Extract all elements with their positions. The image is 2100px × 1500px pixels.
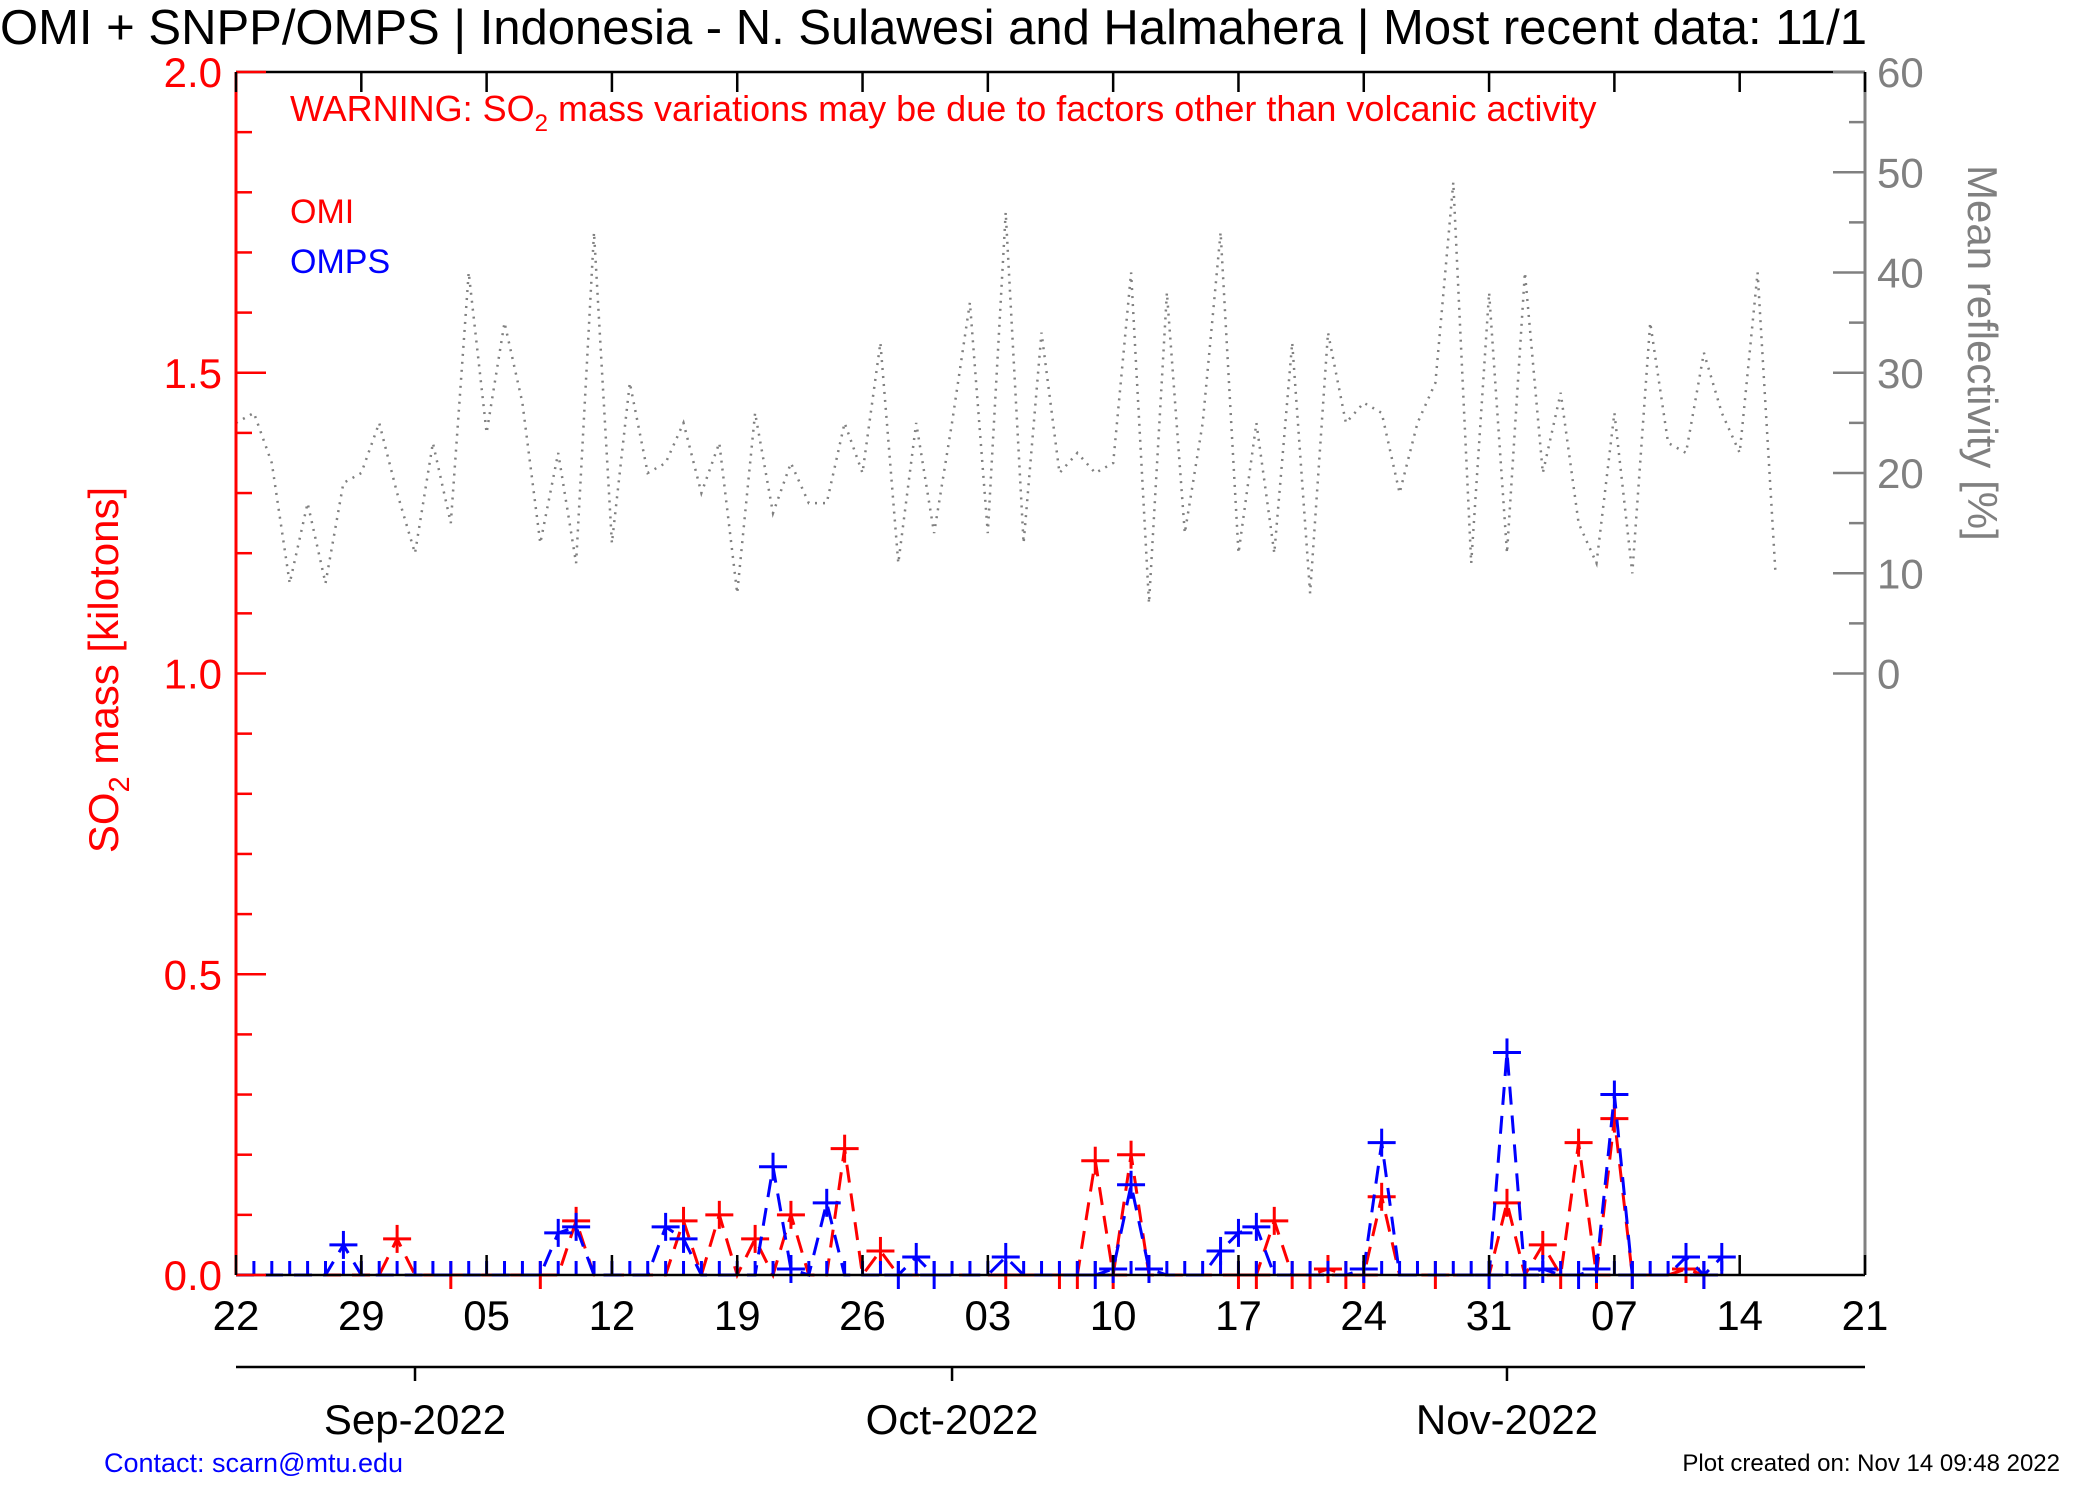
y-right-tick-label: 50 [1877,149,1924,196]
chart-title: OMI + SNPP/OMPS | Indonesia - N. Sulawes… [0,1,1867,55]
omi-marker [1260,1206,1289,1235]
x-tick-label: 24 [1340,1292,1387,1339]
legend-omi: OMI [290,193,354,231]
plot-created-text: Plot created on: Nov 14 09:48 2022 [1682,1450,2060,1477]
omps-marker [1224,1218,1253,1247]
x-tick-label: 29 [338,1292,385,1339]
x-tick-label: 14 [1716,1292,1763,1339]
omi-marker [1367,1182,1396,1211]
omi-marker [1600,1104,1629,1133]
y-left-tick-label: 2.0 [164,49,222,96]
omps-line [236,1052,1723,1278]
x-tick-label: 12 [589,1292,636,1339]
y-right-tick-label: 30 [1877,350,1924,397]
y-left-tick-label: 1.0 [164,651,222,698]
x-tick-label: 10 [1090,1292,1137,1339]
y-right-tick-label: 0 [1877,651,1900,698]
reflectivity-series [235,182,1777,604]
warning-suffix: mass variations may be due to factors ot… [548,88,1596,129]
omps-marker [1242,1212,1271,1241]
omi-line [236,1118,1722,1281]
y-right-label: Mean reflectivity [%] [1959,165,2006,541]
omps-marker [1117,1170,1146,1199]
omps-marker [759,1152,788,1181]
warning-prefix: WARNING: SO [290,88,535,129]
x-tick-label: 17 [1215,1292,1262,1339]
omi-marker [830,1134,859,1163]
y-right-tick-label: 20 [1877,450,1924,497]
y-left-label-suffix: mass [kilotons] [80,487,127,776]
axes: 0.0 0.5 1.0 1.5 2.0 0 10 20 30 40 50 60 22 29 05 12 19 26… [164,49,1924,1443]
y-left-tick-label: 0.5 [164,951,222,998]
y-left-tick-label: 0.0 [164,1252,222,1299]
y-left-label: SO2 mass [kilotons] [80,487,136,853]
omi-marker [1492,1188,1521,1217]
contact-text: Contact: scarn@mtu.edu [104,1448,404,1478]
month-label: Nov-2022 [1416,1396,1598,1443]
omps-marker [812,1188,841,1217]
month-label: Oct-2022 [866,1396,1039,1443]
x-tick-label: 22 [213,1292,260,1339]
omps-marker [669,1224,698,1253]
y-right-tick-label: 40 [1877,250,1924,297]
y-left-tick-label: 1.5 [164,350,222,397]
omi-marker [383,1224,412,1253]
omps-marker [1206,1236,1235,1265]
omps-series [234,1038,1736,1289]
omi-marker [1564,1128,1593,1157]
x-tick-label: 21 [1842,1292,1889,1339]
omi-marker [705,1200,734,1229]
omps-marker [651,1212,680,1241]
x-tick-label: 03 [964,1292,1011,1339]
omi-marker [1117,1140,1146,1169]
x-tick-label: 05 [463,1292,510,1339]
reflectivity-line [235,182,1777,604]
omps-marker [329,1230,358,1259]
legend-omps: OMPS [290,243,390,281]
omps-marker [1367,1128,1396,1157]
x-tick-label: 31 [1466,1292,1513,1339]
omi-series [236,1104,1722,1289]
x-tick-label: 19 [714,1292,761,1339]
omps-marker [562,1212,591,1241]
omps-marker [1600,1080,1629,1109]
omi-marker [1528,1230,1557,1259]
y-left-label-prefix: SO [80,792,127,853]
month-label: Sep-2022 [324,1396,506,1443]
omps-marker [1492,1038,1521,1067]
omi-marker [1081,1146,1110,1175]
omi-marker [866,1236,895,1265]
x-tick-label: 26 [839,1292,886,1339]
y-right-tick-label: 60 [1877,49,1924,96]
y-right-tick-label: 10 [1877,550,1924,597]
warning-text: WARNING: SO2 mass variations may be due … [290,88,1597,137]
omi-marker [741,1224,770,1253]
y-left-label-subscript: 2 [104,776,136,792]
warning-subscript: 2 [535,110,548,137]
omi-marker [776,1200,805,1229]
x-tick-label: 07 [1591,1292,1638,1339]
omps-marker [544,1218,573,1247]
